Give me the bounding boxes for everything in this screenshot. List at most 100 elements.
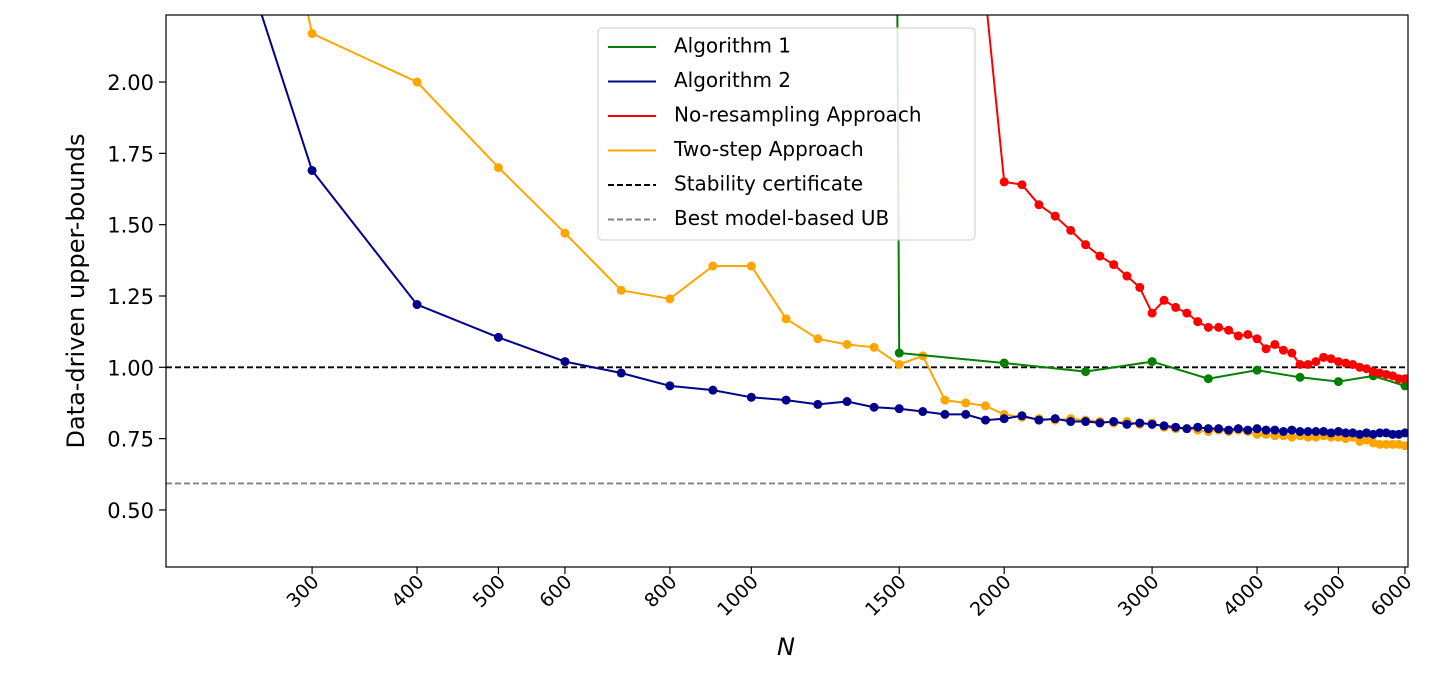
data-point	[1278, 426, 1288, 436]
data-point	[1233, 331, 1243, 341]
data-point	[1233, 424, 1243, 434]
data-point	[1326, 428, 1336, 438]
data-point	[1295, 372, 1305, 382]
data-point	[493, 163, 503, 173]
data-point	[894, 404, 904, 414]
data-point	[1147, 357, 1157, 367]
data-point	[1400, 441, 1408, 451]
data-point	[616, 368, 626, 378]
data-point	[1261, 425, 1271, 435]
data-point	[616, 285, 626, 295]
data-point	[1243, 330, 1253, 340]
data-point	[1034, 415, 1044, 425]
data-point	[1270, 339, 1280, 349]
data-point	[1171, 302, 1181, 312]
y-tick-label: 0.75	[107, 428, 154, 452]
legend-label: No-resampling Approach	[674, 103, 922, 127]
data-point	[1295, 359, 1305, 369]
data-point	[1355, 436, 1365, 446]
data-point	[1109, 417, 1119, 427]
data-point	[940, 409, 950, 419]
data-point	[1400, 428, 1408, 438]
data-point	[1159, 421, 1169, 431]
x-axis-label: N	[777, 633, 795, 661]
data-point	[1224, 425, 1234, 435]
data-point	[1182, 308, 1192, 318]
data-point	[708, 261, 718, 271]
data-point	[1388, 429, 1398, 439]
data-point	[1017, 411, 1027, 421]
data-point	[1381, 439, 1391, 449]
data-point	[1303, 359, 1313, 369]
data-point	[493, 332, 503, 342]
data-point	[1095, 418, 1105, 428]
data-point	[781, 395, 791, 405]
y-tick-label: 1.00	[107, 356, 154, 380]
data-point	[894, 359, 904, 369]
y-tick-label: 1.25	[107, 285, 154, 309]
data-point	[1109, 260, 1119, 270]
data-point	[746, 261, 756, 271]
data-point	[869, 342, 879, 352]
x-tick-label: 2000	[966, 571, 1016, 621]
data-point	[1135, 418, 1145, 428]
data-point	[1147, 308, 1157, 318]
plot-area	[166, 0, 1408, 485]
data-point	[1333, 357, 1343, 367]
data-point	[560, 357, 570, 367]
legend-label: Algorithm 1	[674, 34, 791, 58]
legend-label: Stability certificate	[674, 172, 863, 196]
x-tick-label: 300	[282, 571, 323, 612]
data-point	[1348, 359, 1358, 369]
data-point	[1319, 426, 1329, 436]
legend-box	[597, 27, 976, 241]
data-point	[1355, 362, 1365, 372]
data-point	[1348, 428, 1358, 438]
data-point	[1319, 352, 1329, 362]
data-point	[412, 300, 422, 310]
data-point	[665, 294, 675, 304]
data-point	[1400, 381, 1408, 391]
data-point	[1203, 424, 1213, 434]
data-point	[1333, 377, 1343, 387]
data-point	[307, 165, 317, 175]
plot-frame	[165, 14, 1409, 568]
data-point	[1147, 419, 1157, 429]
x-tick-label: 600	[535, 571, 576, 612]
data-point	[1278, 345, 1288, 355]
data-point	[1287, 425, 1297, 435]
data-point	[1252, 365, 1262, 375]
data-point	[1400, 374, 1408, 384]
data-point	[1214, 424, 1224, 434]
data-point	[961, 409, 971, 419]
x-tick-label: 1000	[713, 571, 763, 621]
data-point	[412, 77, 422, 87]
data-point	[1252, 334, 1262, 344]
data-point	[665, 381, 675, 391]
data-point	[842, 397, 852, 407]
y-tick-label: 1.50	[107, 214, 154, 238]
data-point	[981, 0, 990, 1]
data-point	[1171, 422, 1181, 432]
data-point	[1193, 422, 1203, 432]
legend-label: Best model-based UB	[674, 206, 889, 230]
data-point	[1341, 428, 1351, 438]
data-point	[1081, 240, 1091, 250]
data-point	[1182, 424, 1192, 434]
data-point	[842, 339, 852, 349]
y-tick-label: 1.75	[107, 142, 154, 166]
data-point	[1375, 439, 1385, 449]
x-tick-label: 3000	[1114, 571, 1164, 621]
data-point	[1303, 426, 1313, 436]
data-point	[1017, 180, 1027, 190]
data-point	[1362, 428, 1372, 438]
data-point	[1375, 428, 1385, 438]
data-point	[1214, 322, 1224, 332]
x-tick-label: 5000	[1300, 571, 1350, 621]
x-tick-label: 1500	[861, 571, 911, 621]
data-point	[1311, 426, 1321, 436]
data-point	[560, 228, 570, 238]
data-point	[1193, 317, 1203, 327]
data-point	[894, 348, 904, 358]
